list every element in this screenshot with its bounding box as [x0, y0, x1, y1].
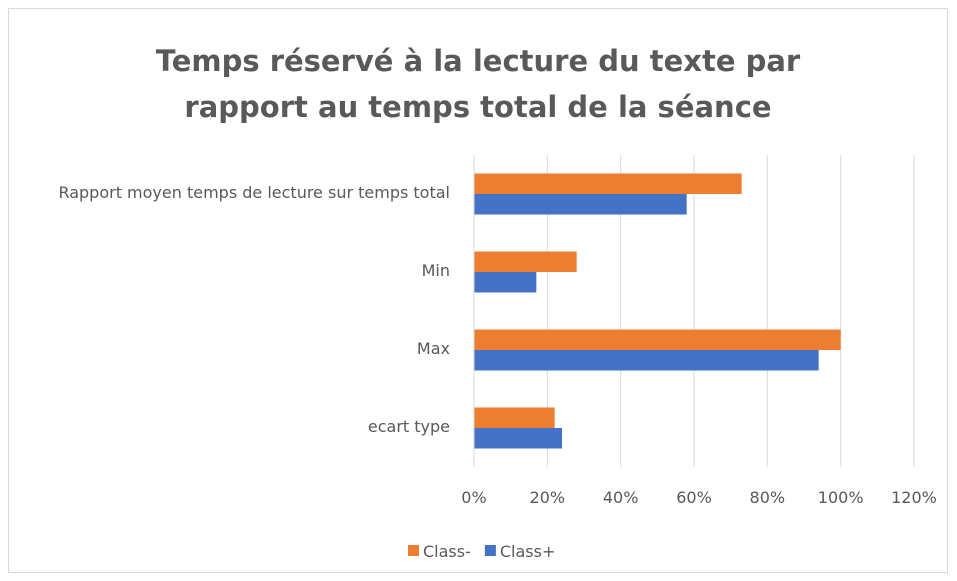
bar	[474, 428, 562, 449]
bar	[474, 329, 841, 350]
x-tick-label: 100%	[818, 488, 864, 507]
y-tick-label: Max	[10, 337, 450, 361]
bar	[474, 350, 819, 371]
y-tick-label: ecart type	[10, 415, 450, 439]
y-tick-text: Rapport moyen temps de lecture sur temps…	[58, 183, 450, 202]
bar	[474, 272, 537, 293]
chart-title: Temps réservé à la lecture du texte par …	[155, 44, 801, 124]
legend-label: Class+	[500, 542, 556, 561]
x-tick-label: 20%	[530, 488, 566, 507]
bar	[474, 194, 687, 215]
x-tick-label: 60%	[676, 488, 712, 507]
bar	[474, 173, 742, 194]
legend-label: Class-	[423, 542, 471, 561]
x-tick-label: 80%	[750, 488, 786, 507]
y-tick-text: Min	[421, 261, 450, 280]
y-tick-text: Max	[416, 339, 450, 358]
y-tick-label: Rapport moyen temps de lecture sur temps…	[10, 181, 450, 205]
legend-swatch	[408, 545, 419, 556]
bar	[474, 251, 577, 272]
bar	[474, 407, 555, 428]
y-tick-label: Min	[10, 259, 450, 283]
legend-swatch	[484, 545, 496, 556]
x-tick-label: 0%	[461, 488, 486, 507]
chart-frame	[8, 8, 948, 573]
x-tick-label: 40%	[603, 488, 639, 507]
y-tick-text: ecart type	[367, 417, 450, 436]
x-tick-label: 120%	[891, 488, 937, 507]
